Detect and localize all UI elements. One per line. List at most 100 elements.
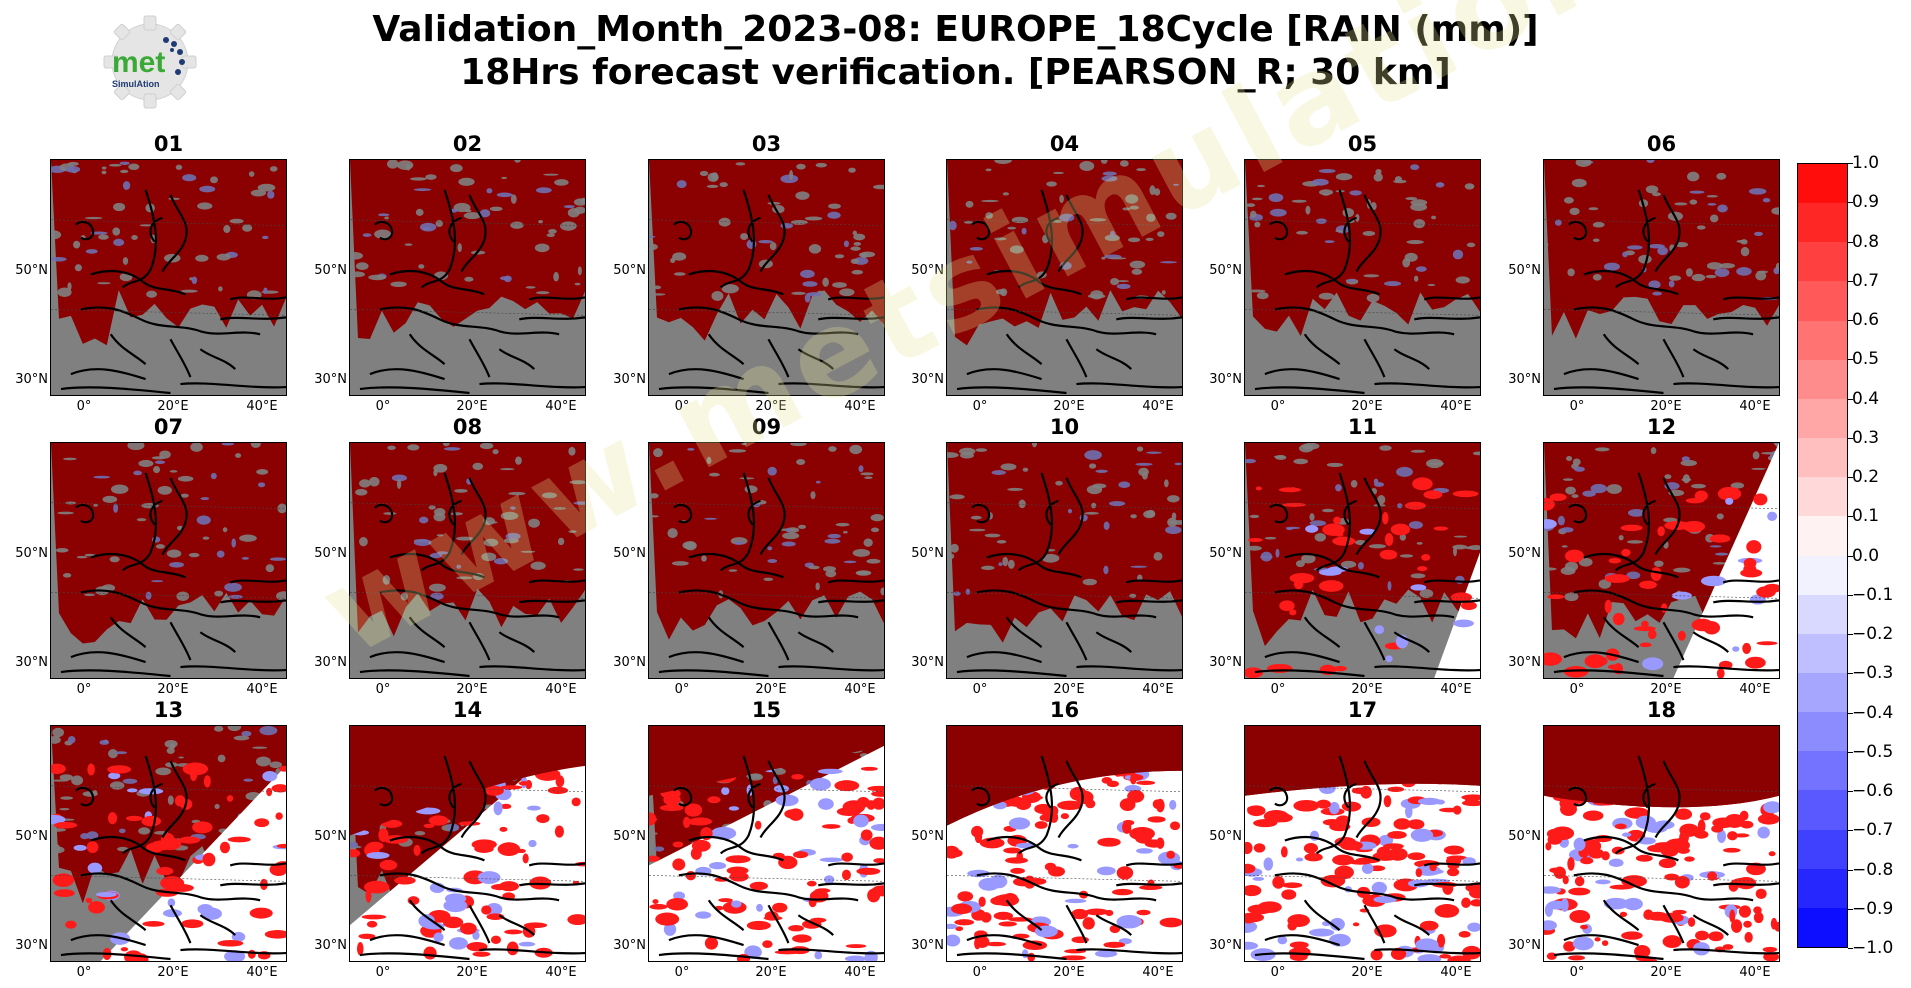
coastline bbox=[673, 786, 693, 807]
coastline bbox=[688, 835, 784, 862]
coastline bbox=[966, 631, 1132, 664]
coastline bbox=[1414, 296, 1480, 321]
coastline bbox=[966, 348, 1132, 381]
coastline bbox=[1602, 616, 1685, 661]
lat-label: 30°N bbox=[314, 655, 347, 670]
coastline bbox=[971, 220, 991, 241]
lon-label: 20°E bbox=[1351, 965, 1383, 980]
coastline bbox=[707, 616, 790, 661]
lon-label: 0° bbox=[76, 399, 92, 414]
coastline bbox=[956, 382, 1182, 395]
coastline bbox=[519, 579, 585, 604]
coastline bbox=[1654, 477, 1681, 556]
coastline bbox=[1017, 472, 1054, 572]
lat-label: 30°N bbox=[15, 372, 48, 387]
coastline bbox=[818, 296, 884, 321]
lat-label: 30°N bbox=[613, 372, 646, 387]
coastline bbox=[70, 631, 236, 664]
coastline bbox=[1602, 899, 1685, 944]
lat-label: 30°N bbox=[314, 372, 347, 387]
lon-label: 40°E bbox=[1440, 965, 1472, 980]
lon-label: 20°E bbox=[755, 965, 787, 980]
coastline bbox=[359, 382, 585, 395]
coastline bbox=[1642, 782, 1656, 809]
colorbar-tick-mark bbox=[1848, 948, 1853, 949]
coastline bbox=[359, 665, 585, 678]
coastline bbox=[1553, 948, 1779, 961]
coastline bbox=[1343, 782, 1357, 809]
correlation-map bbox=[1543, 725, 1780, 962]
colorbar-tick-mark bbox=[1848, 634, 1853, 635]
lat-label: 30°N bbox=[911, 938, 944, 953]
coastline bbox=[1553, 382, 1779, 395]
coastline bbox=[986, 835, 1082, 862]
coastline bbox=[1045, 216, 1059, 243]
coastline bbox=[1343, 499, 1357, 526]
colorbar-tick-label: 0.3 bbox=[1852, 427, 1880, 448]
lon-label: 40°E bbox=[545, 965, 577, 980]
coastline bbox=[75, 503, 95, 524]
lat-label: 50°N bbox=[314, 546, 347, 561]
lon-label: 40°E bbox=[1142, 399, 1174, 414]
coastline bbox=[374, 786, 394, 807]
coastline bbox=[956, 665, 1182, 678]
coastline bbox=[1642, 216, 1656, 243]
coastline bbox=[420, 755, 457, 855]
lat-label: 50°N bbox=[1508, 829, 1541, 844]
coastline bbox=[818, 579, 884, 604]
coastline bbox=[1568, 220, 1588, 241]
colorbar-segment bbox=[1798, 712, 1847, 752]
panel-title: 08 bbox=[452, 415, 483, 439]
panel-title: 05 bbox=[1347, 132, 1378, 156]
coastline bbox=[1005, 616, 1088, 661]
lon-label: 20°E bbox=[456, 682, 488, 697]
colorbar bbox=[1797, 163, 1848, 948]
colorbar-segment bbox=[1798, 398, 1847, 439]
panel-title: 09 bbox=[751, 415, 782, 439]
lon-label: 40°E bbox=[844, 399, 876, 414]
lon-label: 20°E bbox=[755, 399, 787, 414]
coastline bbox=[1057, 194, 1084, 273]
panel-title: 10 bbox=[1049, 415, 1080, 439]
coastline bbox=[1269, 503, 1289, 524]
correlation-map bbox=[648, 159, 885, 396]
coastline bbox=[688, 552, 784, 579]
lon-label: 40°E bbox=[1440, 399, 1472, 414]
colorbar-tick-label: −0.2 bbox=[1852, 624, 1894, 644]
colorbar-tick-mark bbox=[1848, 241, 1853, 243]
colorbar-segment bbox=[1798, 790, 1847, 831]
coastline bbox=[70, 348, 236, 381]
coastline bbox=[1563, 914, 1729, 947]
lon-label: 40°E bbox=[844, 965, 876, 980]
colorbar-tick-mark bbox=[1848, 320, 1853, 321]
lon-label: 0° bbox=[972, 399, 988, 414]
coastline bbox=[220, 862, 286, 887]
coastline bbox=[971, 503, 991, 524]
coastline bbox=[971, 786, 991, 807]
coastline bbox=[1254, 382, 1480, 395]
coastline bbox=[986, 269, 1082, 296]
coastline bbox=[759, 477, 786, 556]
coastline bbox=[220, 579, 286, 604]
colorbar-segment bbox=[1798, 203, 1847, 243]
panel-title: 03 bbox=[751, 132, 782, 156]
colorbar-tick-mark bbox=[1848, 712, 1853, 714]
coastline bbox=[1573, 872, 1754, 902]
coastline bbox=[1269, 786, 1289, 807]
correlation-map bbox=[50, 159, 287, 396]
colorbar-tick-mark bbox=[1848, 673, 1853, 675]
coastline bbox=[1116, 579, 1182, 604]
correlation-map bbox=[1543, 442, 1780, 679]
colorbar-tick-label: −0.4 bbox=[1852, 702, 1894, 723]
high-correlation-region bbox=[51, 443, 286, 644]
coastline bbox=[747, 782, 761, 809]
lon-label: 20°E bbox=[1351, 399, 1383, 414]
coastline bbox=[1553, 665, 1779, 678]
lat-label: 50°N bbox=[15, 829, 48, 844]
met-simulation-logo: met SimulAtion bbox=[103, 15, 197, 109]
coastline bbox=[658, 665, 884, 678]
lat-label: 30°N bbox=[15, 938, 48, 953]
coastline bbox=[986, 552, 1082, 579]
colorbar-tick-label: −1.0 bbox=[1852, 938, 1894, 958]
coastline bbox=[1045, 782, 1059, 809]
